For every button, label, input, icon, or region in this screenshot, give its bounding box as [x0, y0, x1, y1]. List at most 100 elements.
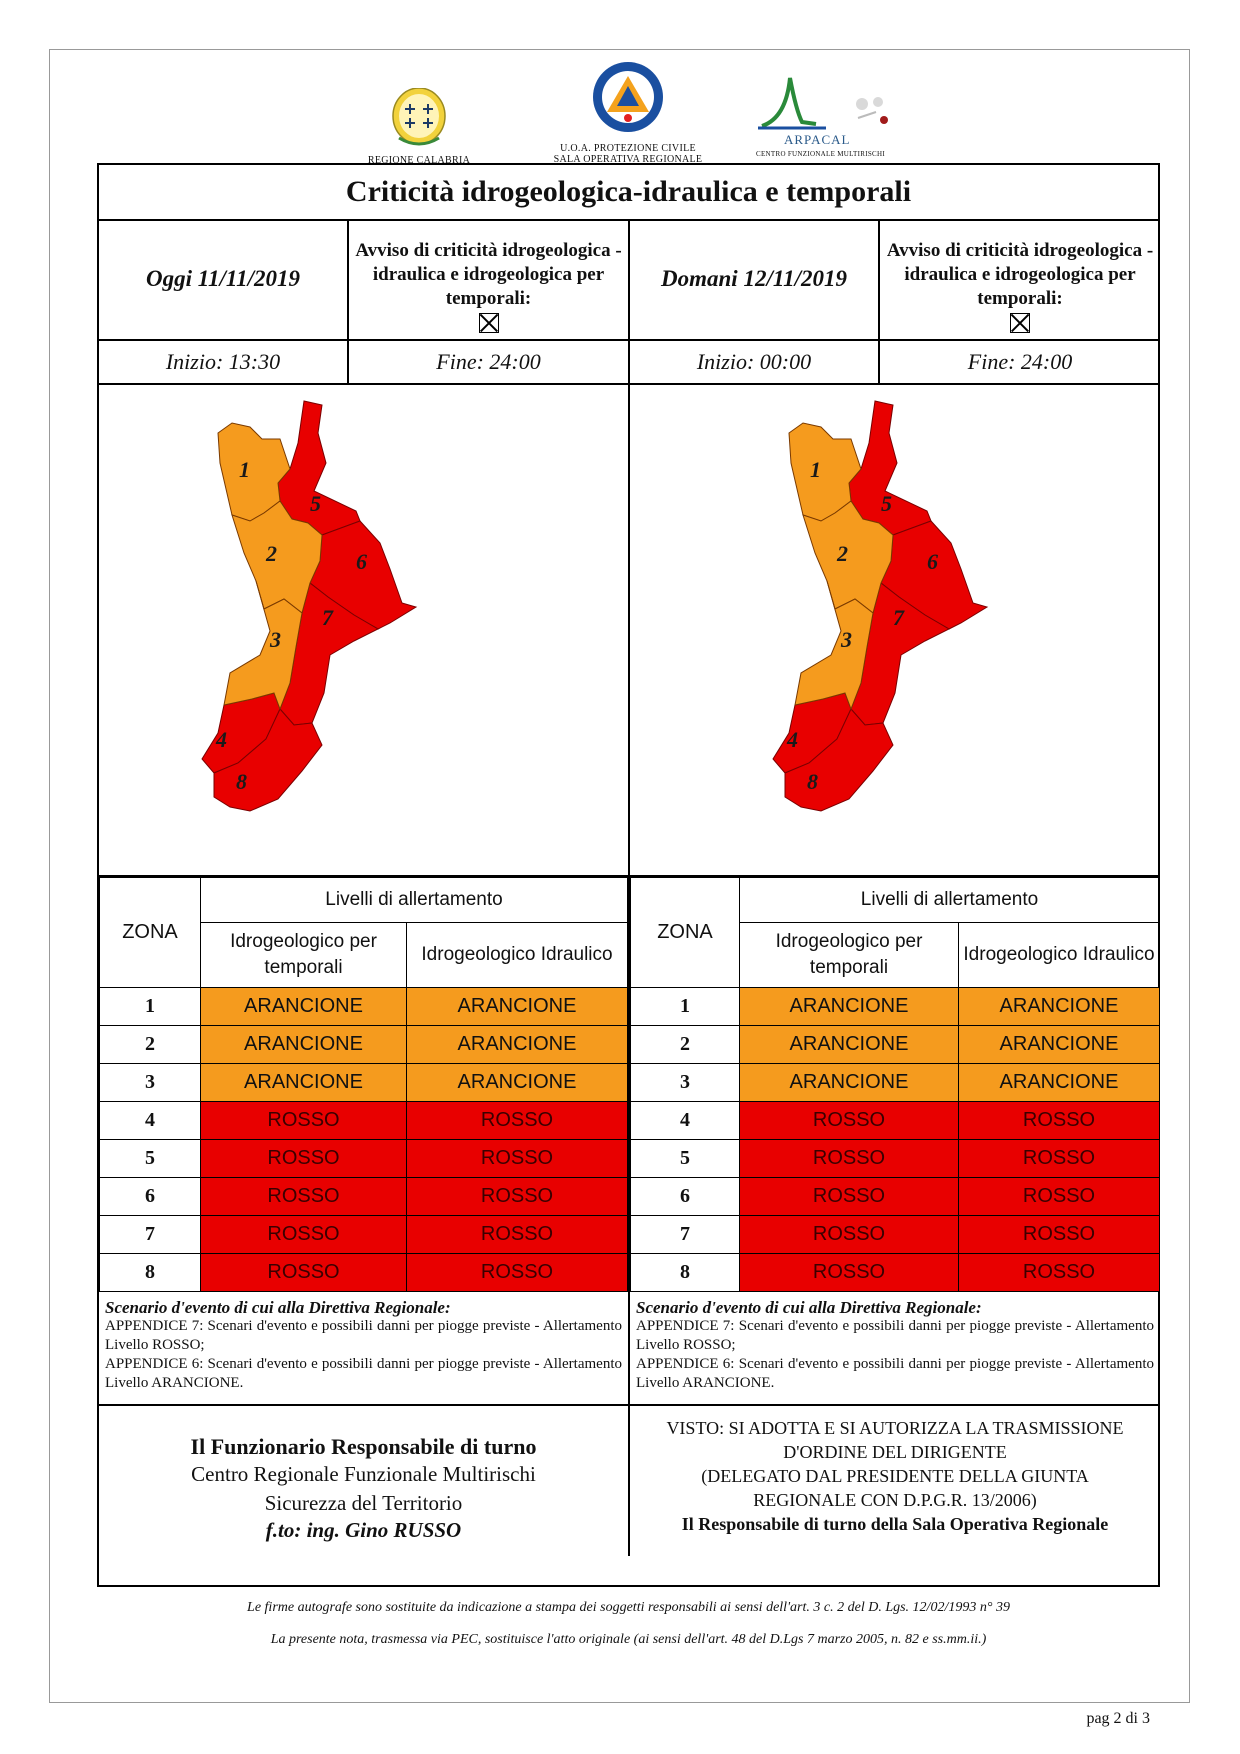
- level-idraulico-cell: ROSSO: [406, 1139, 628, 1178]
- table-row: 4 ROSSO ROSSO: [630, 1101, 1160, 1140]
- level-idraulico-cell: ROSSO: [958, 1177, 1160, 1216]
- level-idraulico-cell: ARANCIONE: [958, 1063, 1160, 1102]
- footer-funzionario: Il Funzionario Responsabile di turno Cen…: [99, 1434, 628, 1574]
- zone-number-cell: 5: [99, 1139, 201, 1178]
- table-row: 3 ARANCIONE ARANCIONE: [630, 1063, 1160, 1102]
- zone-number-cell: 1: [99, 987, 201, 1026]
- level-temporali-cell: ROSSO: [200, 1177, 407, 1216]
- today-times: Inizio: 13:30 Fine: 24:00: [99, 341, 628, 385]
- level-temporali-cell: ROSSO: [200, 1215, 407, 1254]
- table-row: 1 ARANCIONE ARANCIONE: [630, 987, 1160, 1026]
- footer-right-line5: Il Responsabile di turno della Sala Oper…: [681, 1514, 1109, 1534]
- footer-left-signature: f.to: ing. Gino RUSSO: [265, 1518, 462, 1542]
- map-zone-8: [213, 708, 323, 812]
- footer-left-line1: Il Funzionario Responsabile di turno: [190, 1434, 537, 1459]
- map-label-1: 1: [810, 457, 821, 482]
- page-number: pag 2 di 3: [1086, 1710, 1150, 1727]
- today-levels-table: ZONA Livelli di allertamento Idrogeologi…: [99, 877, 628, 1292]
- level-idraulico-cell: ROSSO: [406, 1177, 628, 1216]
- checkbox-icon: [1010, 313, 1030, 333]
- table-row: 6 ROSSO ROSSO: [630, 1177, 1160, 1216]
- level-temporali-cell: ROSSO: [739, 1177, 959, 1216]
- tomorrow-scenario: Scenario d'evento di cui alla Direttiva …: [630, 1292, 1160, 1406]
- zone-number-cell: 7: [99, 1215, 201, 1254]
- bulletin-panel: Criticità idrogeologica-idraulica e temp…: [97, 163, 1160, 1587]
- table-row: 3 ARANCIONE ARANCIONE: [99, 1063, 628, 1102]
- footer-left-line3: Sicurezza del Territorio: [264, 1491, 463, 1515]
- tomorrow-header: Domani 12/11/2019 Avviso di criticità id…: [630, 219, 1160, 341]
- zona-header: ZONA: [99, 877, 201, 988]
- scenario-text-1: APPENDICE 7: Scenari d'evento e possibil…: [105, 1318, 622, 1353]
- calabria-zone-map: 1 2 3 4 5 6 7 8: [201, 400, 418, 812]
- livelli-header: Livelli di allertamento: [739, 877, 1160, 923]
- table-row: 6 ROSSO ROSSO: [99, 1177, 628, 1216]
- level-temporali-cell: ROSSO: [200, 1253, 407, 1292]
- today-avviso-text: Avviso di criticità idrogeologica - idra…: [355, 240, 622, 309]
- level-temporali-cell: ARANCIONE: [739, 987, 959, 1026]
- zone-number-cell: 3: [630, 1063, 740, 1102]
- legal-note-2: La presente nota, trasmessa via PEC, sos…: [270, 1632, 987, 1647]
- zone-number-cell: 5: [630, 1139, 740, 1178]
- level-idraulico-cell: ARANCIONE: [406, 987, 628, 1026]
- level-temporali-cell: ARANCIONE: [200, 1025, 407, 1064]
- tomorrow-avviso: Avviso di criticità idrogeologica - idra…: [880, 219, 1160, 339]
- scenario-text-2: APPENDICE 6: Scenari d'evento e possibil…: [636, 1356, 1154, 1391]
- today-map: 1 2 3 4 5 6 7 8: [99, 385, 628, 877]
- arpacal-logo: ARPACAL CENTRO FUNZIONALE MULTIRISCHI: [756, 70, 926, 158]
- table-row: 5 ROSSO ROSSO: [99, 1139, 628, 1178]
- zone-number-cell: 4: [630, 1101, 740, 1140]
- scenario-text-2: APPENDICE 6: Scenari d'evento e possibil…: [105, 1356, 622, 1391]
- footer-right-line3: (DELEGATO DAL PRESIDENTE DELLA GIUNTA: [701, 1466, 1089, 1486]
- map-zone-3: [794, 580, 874, 711]
- level-idraulico-cell: ROSSO: [958, 1139, 1160, 1178]
- zona-header: ZONA: [630, 877, 740, 988]
- table-row: 2 ARANCIONE ARANCIONE: [630, 1025, 1160, 1064]
- level-temporali-cell: ARANCIONE: [739, 1025, 959, 1064]
- footer-left-line2: Centro Regionale Funzionale Multirischi: [191, 1462, 536, 1486]
- legal-notes: Le firme autografe sono sostituite da in…: [97, 1600, 1160, 1664]
- tomorrow-date: Domani 12/11/2019: [630, 219, 880, 339]
- table-row: 8 ROSSO ROSSO: [99, 1253, 628, 1292]
- map-zone-8: [784, 708, 894, 812]
- scenario-title: Scenario d'evento di cui alla Direttiva …: [105, 1298, 451, 1317]
- level-temporali-cell: ARANCIONE: [739, 1063, 959, 1102]
- footer-right-line2: D'ORDINE DEL DIRIGENTE: [783, 1442, 1007, 1462]
- tomorrow-fine: Fine: 24:00: [967, 349, 1073, 374]
- level-idraulico-cell: ARANCIONE: [406, 1025, 628, 1064]
- zone-number-cell: 1: [630, 987, 740, 1026]
- cfm-emblem-icon: [856, 97, 888, 124]
- map-label-6: 6: [356, 549, 367, 574]
- today-header: Oggi 11/11/2019 Avviso di criticità idro…: [99, 219, 628, 341]
- table-row: 7 ROSSO ROSSO: [630, 1215, 1160, 1254]
- map-label-5: 5: [310, 491, 321, 516]
- today-inizio: Inizio: 13:30: [99, 341, 349, 383]
- map-label-2: 2: [836, 541, 848, 566]
- zone-number-cell: 7: [630, 1215, 740, 1254]
- level-idraulico-cell: ARANCIONE: [406, 1063, 628, 1102]
- protezione-civile-logo: U.O.A. PROTEZIONE CIVILE SALA OPERATIVA …: [538, 60, 718, 165]
- level-idraulico-cell: ROSSO: [958, 1101, 1160, 1140]
- zone-number-cell: 6: [99, 1177, 201, 1216]
- level-idraulico-cell: ROSSO: [958, 1253, 1160, 1292]
- level-temporali-cell: ROSSO: [200, 1101, 407, 1140]
- arpacal-emblem-icon: [758, 77, 826, 130]
- map-label-4: 4: [215, 727, 227, 752]
- level-idraulico-cell: ROSSO: [958, 1215, 1160, 1254]
- level-temporali-cell: ARANCIONE: [200, 1063, 407, 1102]
- arpacal-name: ARPACAL: [784, 132, 851, 147]
- table-row: 7 ROSSO ROSSO: [99, 1215, 628, 1254]
- col-temporali-header: Idrogeologico per temporali: [200, 922, 407, 988]
- table-row: 4 ROSSO ROSSO: [99, 1101, 628, 1140]
- level-temporali-cell: ROSSO: [739, 1139, 959, 1178]
- today-fine: Fine: 24:00: [436, 349, 541, 374]
- level-idraulico-cell: ROSSO: [406, 1253, 628, 1292]
- scenario-title: Scenario d'evento di cui alla Direttiva …: [636, 1298, 982, 1317]
- calabria-zone-map: 1 2 3 4 5 6 7 8: [772, 400, 989, 812]
- level-temporali-cell: ROSSO: [200, 1139, 407, 1178]
- map-label-7: 7: [893, 605, 905, 630]
- map-zone-1: [217, 422, 291, 522]
- checkbox-icon: [478, 313, 499, 333]
- arpacal-sub: CENTRO FUNZIONALE MULTIRISCHI: [756, 150, 885, 158]
- map-label-7: 7: [322, 605, 334, 630]
- level-temporali-cell: ROSSO: [739, 1101, 959, 1140]
